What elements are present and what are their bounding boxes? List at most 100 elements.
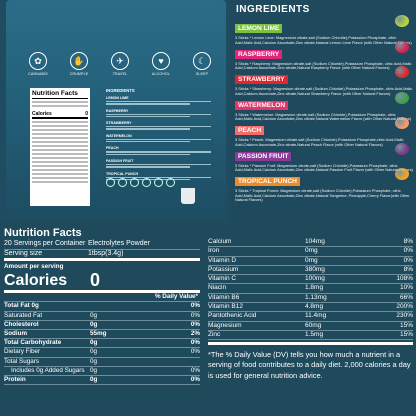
nutrient-name: Total Fat 0g	[4, 302, 39, 310]
package-ingredients-title: INGREDIENTS	[106, 88, 135, 93]
vitamin-amount: 4.8mg	[305, 303, 324, 311]
flavor-name-label: TROPICAL PUNCH	[235, 177, 300, 186]
nutrient-row: Protein 0g 0%	[4, 376, 200, 386]
fruit-icon	[395, 168, 409, 180]
package-label-line	[32, 165, 88, 167]
flavor-name-label: RASPBERRY	[235, 49, 283, 59]
badge-icon	[142, 178, 151, 187]
flavor-ingredients-text: 3 Sticks * Lemon Lime: Magnesium citrate…	[235, 35, 412, 45]
flavor-block: PEACH 3 Sticks * Peach: Magnesium citrate…	[235, 117, 413, 147]
vitamin-daily-value: 0%	[403, 256, 413, 264]
package-label-line	[32, 161, 88, 163]
package-label-line	[32, 181, 88, 183]
nutrient-name: Saturated Fat	[4, 311, 43, 319]
package-label-line	[32, 101, 88, 103]
package-flavor-name: TROPICAL PUNCH	[106, 171, 139, 176]
nutrient-amount: 0g	[90, 366, 98, 374]
glass-icon: ♥	[152, 52, 170, 70]
badge-icon	[166, 178, 175, 187]
vitamins-panel: Calcium 104mg 8% Iron 0mg 0% Vitamin D 0mg 0% Pot…	[206, 238, 416, 416]
package-text-line	[106, 166, 190, 168]
nutrient-row: Total Sugars 0g	[4, 358, 200, 367]
package-nutrition-label: Nutrition Facts Calories 0	[30, 88, 90, 206]
leaf-icon: ✿	[29, 52, 47, 70]
vitamin-daily-value: 8%	[403, 265, 413, 273]
benefit-label: SLEEP	[195, 72, 209, 76]
vitamin-name: Vitamin C	[208, 275, 237, 283]
cup-icon	[181, 188, 195, 204]
nutrient-daily-value: 0%	[190, 339, 200, 347]
vitamin-rows: Calcium 104mg 8% Iron 0mg 0% Vitamin D 0mg 0% Pot…	[208, 238, 413, 341]
vitamin-row: Pantothenic Acid 11.4mg 230%	[208, 312, 413, 322]
package-label-line	[32, 125, 88, 127]
package-label-line	[32, 133, 88, 135]
nutrient-row: Total Fat 0g 0%	[4, 302, 200, 312]
package-text-line	[106, 153, 190, 155]
nutrient-row: Cholesterol 0g 0%	[4, 321, 200, 330]
vitamin-daily-value: 15%	[399, 321, 413, 329]
fruit-icon	[395, 142, 409, 155]
package-text-line	[106, 113, 211, 115]
vitamin-row: Vitamin C 100mg 108%	[208, 275, 413, 285]
fruit-icon	[395, 91, 409, 104]
nutrient-daily-value: 0%	[190, 311, 200, 319]
badge-icon	[154, 178, 163, 187]
benefit-label: CRUMPLE	[69, 72, 89, 76]
nutrient-row: Includes 0g Added Sugars 0g 0%	[4, 366, 200, 377]
vitamin-row: Iron 0mg 0%	[208, 247, 413, 257]
vitamin-amount: 60mg	[305, 321, 322, 329]
package-calories-label: Calories	[32, 111, 52, 117]
benefit-label: ALCOHOL	[151, 72, 171, 76]
flavor-block: PASSION FRUIT 3 Sticks * Passion Fruit: M…	[235, 142, 413, 172]
vitamin-row: Vitamin D 0mg 0%	[208, 257, 413, 266]
flavor-ingredients-text: 3 Sticks * Strawberry: Magnesium citrate…	[235, 86, 413, 96]
benefit-label: TRAVEL	[112, 72, 128, 76]
vitamin-daily-value: 66%	[399, 293, 413, 301]
nutrient-amount: 55mg	[90, 330, 107, 337]
package-label-line	[32, 149, 88, 151]
package-label-line	[32, 173, 88, 175]
package-text-line	[106, 101, 211, 103]
vitamin-name: Vitamin B6	[208, 293, 240, 301]
nutrient-amount: 0g	[90, 376, 98, 384]
package-label-line	[32, 129, 88, 131]
calories-label: Calories	[4, 271, 68, 289]
nutrition-facts-title: Nutrition Facts	[4, 227, 82, 239]
nutrient-amount: 0g	[90, 320, 98, 328]
calories-value: 0	[90, 270, 101, 291]
vitamin-daily-value: 8%	[403, 238, 413, 245]
vitamin-amount: 100mg	[305, 275, 325, 283]
vitamin-daily-value: 10%	[399, 284, 413, 292]
flavor-ingredients-text: 3 Sticks * Raspberry: Magnesium citrate,…	[235, 60, 412, 71]
vitamin-row: Vitamin B6 1.13mg 66%	[208, 293, 413, 304]
package-flavor-name: PASSION FRUIT	[106, 158, 134, 163]
vitamin-name: Niacin	[208, 284, 227, 292]
badge-icon	[106, 178, 115, 187]
vitamin-row: Magnesium 60mg 15%	[208, 322, 413, 331]
product-name: Electrolytes Powder	[88, 240, 150, 247]
package-calories-value: 0	[85, 111, 88, 117]
vitamin-row: Zinc 1.5mg 15%	[208, 331, 413, 341]
nutrient-amount: 0g	[90, 339, 98, 347]
serving-size-value: 1tbsp(3.4g)	[88, 249, 124, 257]
flavor-ingredients-text: 3 Sticks * Watermelon: Magnesium citrate…	[235, 111, 412, 122]
vitamin-name: Vitamin B12	[208, 303, 243, 311]
package-flavor-name: WATERMELON	[106, 133, 132, 138]
badge-icon	[130, 178, 139, 187]
benefit-icons-row: ✿ CANNABIS ✋ CRUMPLE ✈ TRAVEL ♥ ALCOHOL ☾ SLEEP	[20, 52, 220, 76]
flavor-block: RASPBERRY 3 Sticks * Raspberry: Magnesium…	[235, 40, 413, 70]
nutrient-amount: 0g	[90, 357, 98, 365]
package-flavor-name: PEACH	[106, 146, 119, 151]
flavor-name-label: WATERMELON	[235, 100, 289, 110]
serving-size-row: Serving size 1tbsp(3.4g)	[4, 250, 200, 262]
vitamin-daily-value: 108%	[396, 275, 413, 283]
package-flavor-name: LEMON LIME	[106, 96, 129, 100]
package-label-line	[32, 157, 88, 159]
flavor-ingredients-text: 3 Sticks * Tropical Punch: Magnesium cit…	[235, 188, 410, 203]
nutrient-row: Sodium 55mg 2%	[4, 330, 200, 340]
package-text-line	[106, 141, 190, 143]
flavor-ingredients-text: 3 Sticks * Passion Fruit: Magnesium citr…	[235, 162, 413, 173]
nutrient-rows: Total Fat 0g 0% Saturated Fat 0g 0% Cholester…	[4, 302, 200, 386]
nutrient-daily-value: 2%	[190, 330, 200, 337]
vitamin-amount: 1.8mg	[305, 284, 324, 292]
